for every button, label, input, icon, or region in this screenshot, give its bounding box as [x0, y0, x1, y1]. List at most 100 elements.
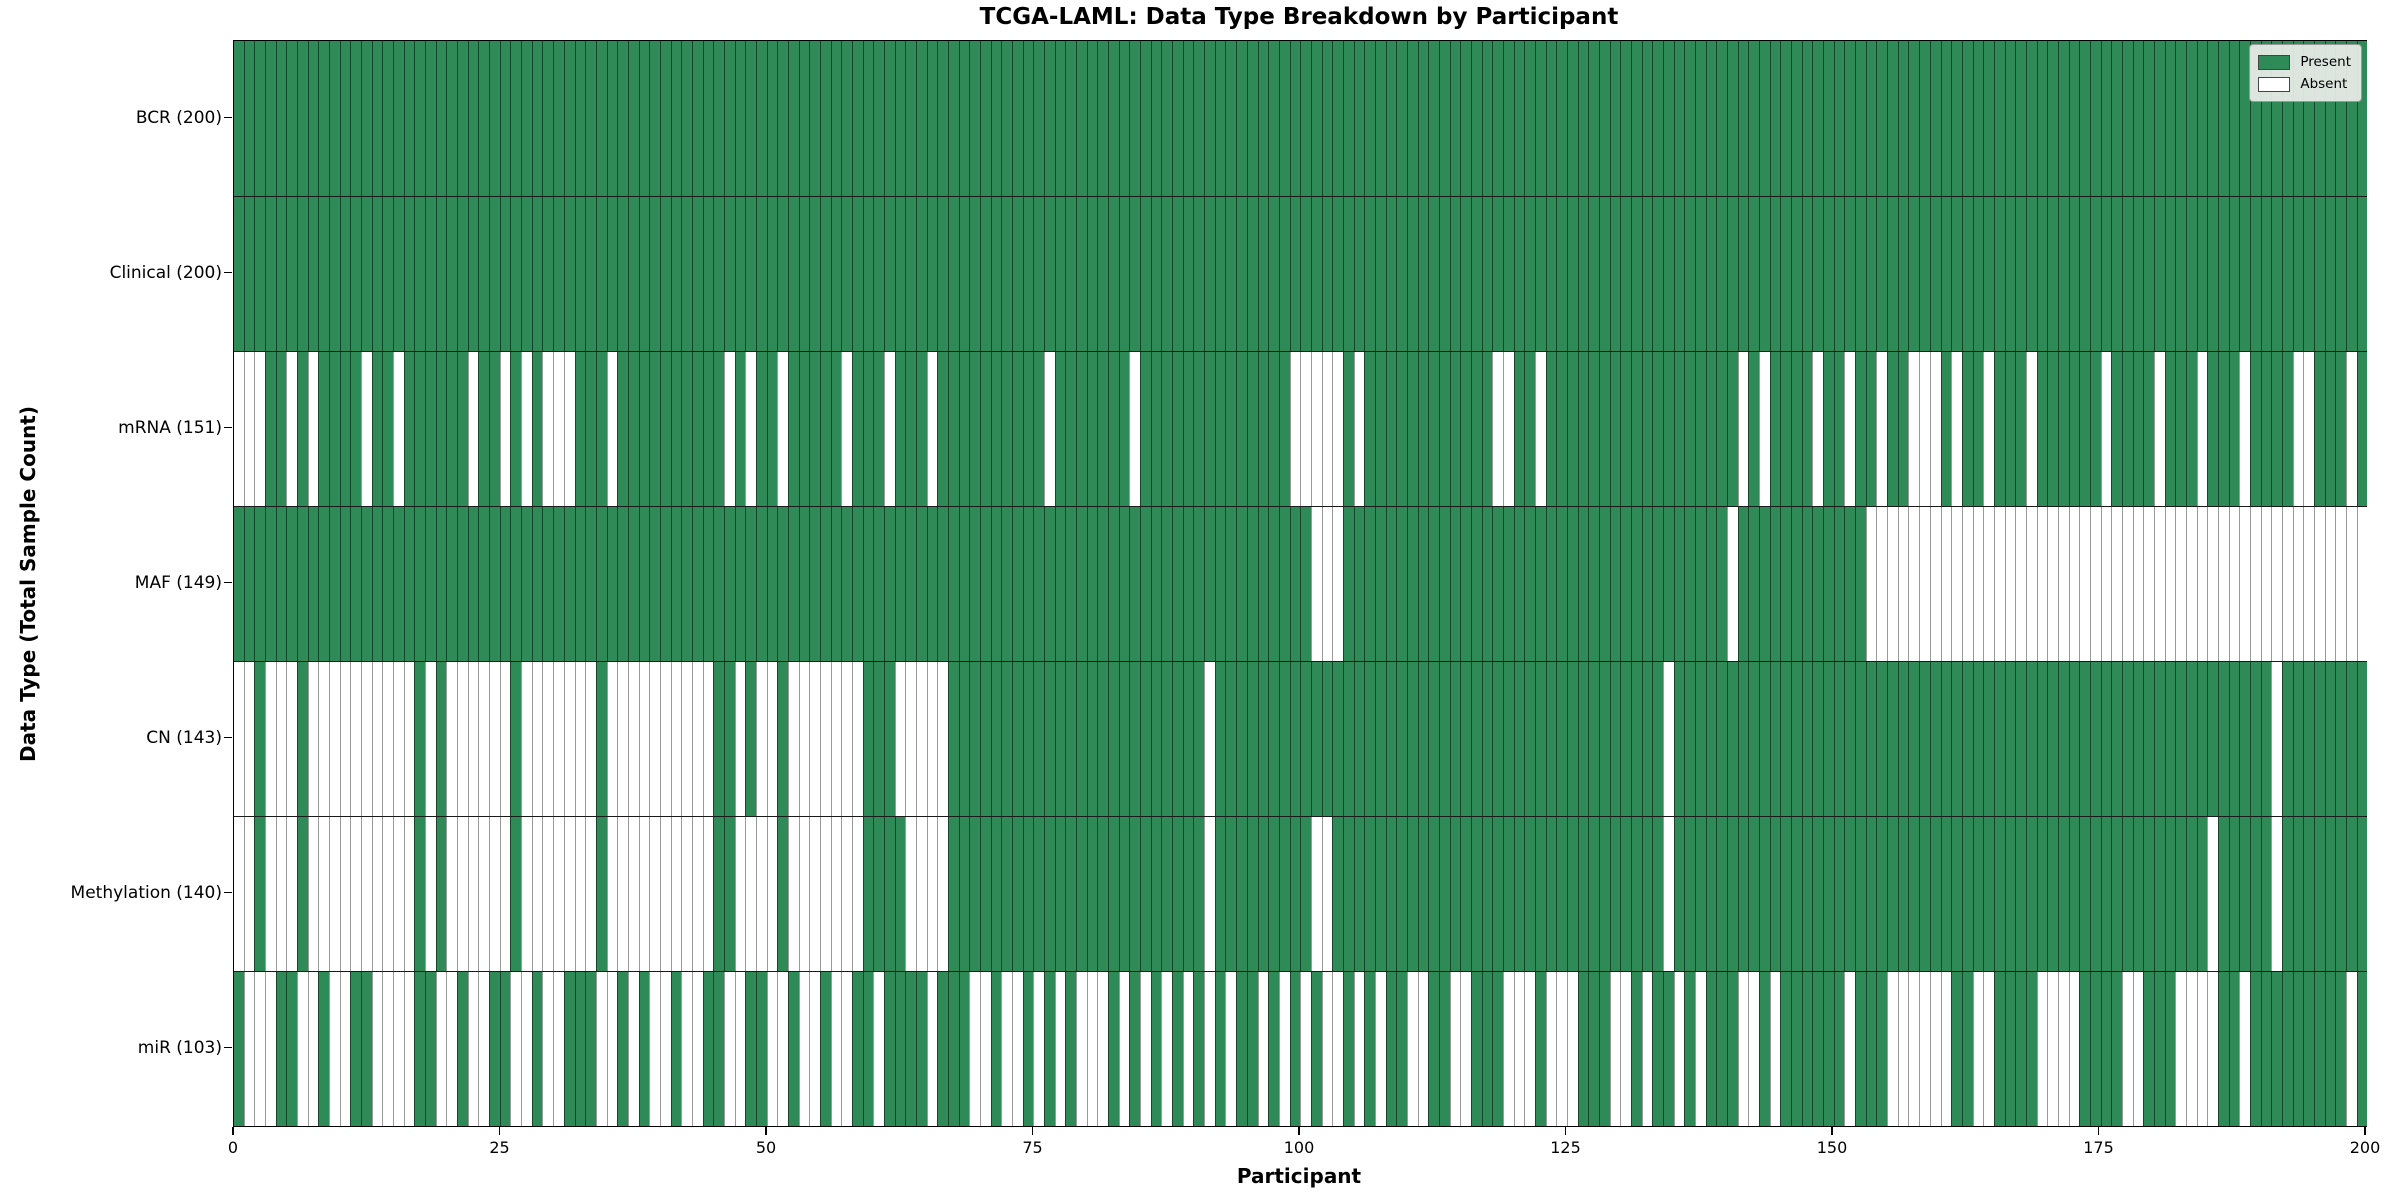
heatmap-cell — [937, 41, 949, 196]
heatmap-cell — [499, 41, 511, 196]
heatmap-cell — [2047, 972, 2058, 1126]
heatmap-cell — [1513, 972, 1525, 1126]
heatmap-cell — [2239, 507, 2250, 661]
heatmap-cell — [521, 41, 532, 196]
heatmap-cell — [1161, 197, 1173, 351]
heatmap-cell — [457, 662, 468, 816]
heatmap-cell — [819, 507, 831, 661]
heatmap-cell — [1833, 817, 1845, 971]
legend: Present Absent — [2249, 44, 2362, 102]
heatmap-cell — [1492, 817, 1503, 971]
heatmap-cell — [969, 507, 981, 661]
heatmap-cell — [1438, 972, 1450, 1126]
heatmap-cell — [2196, 972, 2208, 1126]
heatmap-cell — [1545, 817, 1557, 971]
heatmap-cell — [617, 507, 628, 661]
heatmap-cell — [948, 41, 959, 196]
heatmap-cell — [243, 817, 255, 971]
heatmap-cell — [2143, 972, 2154, 1126]
heatmap-cell — [1502, 507, 1514, 661]
heatmap-cell — [990, 352, 1002, 506]
heatmap-cell — [1406, 41, 1418, 196]
heatmap-cell — [1759, 817, 1770, 971]
heatmap-cell — [1748, 662, 1760, 816]
heatmap-cell — [1140, 662, 1151, 816]
heatmap-cell — [926, 662, 938, 816]
heatmap-cell — [1940, 41, 1952, 196]
heatmap-cell — [1865, 817, 1877, 971]
heatmap-cell — [649, 817, 660, 971]
heatmap-cell — [958, 352, 970, 506]
heatmap-cell — [510, 507, 522, 661]
heatmap-cell — [617, 41, 628, 196]
x-tick-mark — [498, 1127, 501, 1135]
heatmap-cell — [371, 972, 383, 1126]
heatmap-cell — [1855, 352, 1866, 506]
heatmap-cell — [1663, 197, 1674, 351]
heatmap-cell — [1321, 817, 1333, 971]
heatmap-cell — [1673, 352, 1685, 506]
heatmap-cell — [585, 817, 596, 971]
heatmap-cell — [1012, 352, 1023, 506]
heatmap-cell — [1310, 972, 1322, 1126]
heatmap-cell — [489, 972, 500, 1126]
heatmap-cell — [531, 662, 543, 816]
heatmap-cell — [2100, 507, 2112, 661]
heatmap-cell — [2260, 817, 2272, 971]
heatmap-cell — [2004, 817, 2016, 971]
heatmap-cell — [371, 507, 383, 661]
heatmap-cell — [1054, 197, 1066, 351]
heatmap-cell — [254, 507, 266, 661]
heatmap-cell — [905, 41, 916, 196]
x-tick-mark — [2364, 1127, 2366, 1135]
heatmap-cell — [2111, 41, 2122, 196]
heatmap-cell — [1022, 972, 1034, 1126]
heatmap-cell — [1300, 41, 1311, 196]
heatmap-cell — [339, 662, 351, 816]
heatmap-cell — [2015, 352, 2026, 506]
heatmap-cell — [1791, 972, 1802, 1126]
heatmap-cell — [1449, 972, 1461, 1126]
heatmap-cell — [2185, 817, 2197, 971]
heatmap-cell — [1641, 352, 1653, 506]
y-tick-label-miR: miR (103) — [137, 1037, 222, 1058]
heatmap-cell — [990, 197, 1002, 351]
heatmap-cell — [1268, 41, 1279, 196]
heatmap-cell — [777, 507, 788, 661]
heatmap-cell — [1588, 662, 1599, 816]
heatmap-cell — [521, 972, 532, 1126]
heatmap-cell — [809, 972, 820, 1126]
y-tick-mark — [224, 736, 232, 739]
heatmap-cell — [723, 972, 735, 1126]
heatmap-cell — [2132, 352, 2144, 506]
heatmap-cell — [1919, 662, 1930, 816]
heatmap-cell — [1193, 817, 1205, 971]
heatmap-cell — [234, 352, 244, 506]
heatmap-cell — [681, 972, 692, 1126]
heatmap-cell — [2121, 662, 2133, 816]
heatmap-cell — [2100, 662, 2112, 816]
heatmap-cell — [595, 972, 607, 1126]
heatmap-cell — [1609, 972, 1621, 1126]
heatmap-cell — [1268, 352, 1279, 506]
heatmap-cell — [1652, 507, 1664, 661]
heatmap-cell — [1566, 817, 1578, 971]
heatmap-cell — [1801, 507, 1813, 661]
heatmap-cell — [1865, 972, 1877, 1126]
heatmap-cell — [1332, 41, 1343, 196]
heatmap-cell — [361, 662, 372, 816]
heatmap-cell — [531, 817, 543, 971]
heatmap-cell — [1385, 197, 1397, 351]
heatmap-cell — [627, 197, 639, 351]
heatmap-cell — [894, 817, 906, 971]
heatmap-cell — [638, 352, 650, 506]
heatmap-cell — [1150, 972, 1162, 1126]
heatmap-cell — [1438, 352, 1450, 506]
heatmap-cell — [350, 972, 362, 1126]
heatmap-cell — [1663, 507, 1674, 661]
heatmap-cell — [2239, 352, 2250, 506]
heatmap-cell — [542, 41, 554, 196]
heatmap-cell — [1193, 352, 1205, 506]
heatmap-cell — [2089, 972, 2101, 1126]
heatmap-cell — [851, 352, 863, 506]
